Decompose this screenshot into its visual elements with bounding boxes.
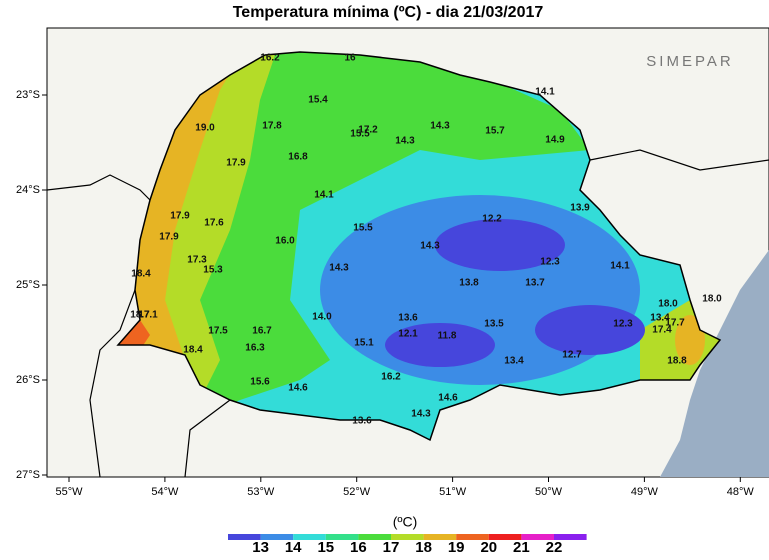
station-value: 15.5 — [350, 129, 370, 140]
station-value: 14.6 — [438, 393, 458, 404]
colorbar-segment — [358, 534, 391, 540]
station-value: 15.6 — [250, 377, 270, 388]
border-lines — [46, 149, 769, 478]
station-value: 12.3 — [540, 257, 560, 268]
colorbar-label: (ºC) — [393, 514, 418, 530]
station-value: 16.8 — [288, 152, 308, 163]
station-value: 14.3 — [411, 409, 431, 420]
colorbar-segment — [260, 534, 294, 540]
station-value: 13.9 — [570, 203, 590, 214]
lat-label: 24°S — [16, 184, 40, 196]
colorbar-tick: 17 — [383, 539, 400, 555]
colorbar-segment — [228, 534, 261, 540]
lat-label: 26°S — [16, 374, 40, 386]
lon-label: 55°W — [55, 486, 83, 498]
lat-label: 23°S — [16, 89, 40, 101]
station-value: 18.0 — [658, 299, 678, 310]
colorbar-tick: 13 — [252, 539, 269, 555]
station-value: 15.3 — [203, 265, 223, 276]
station-value: 12.7 — [562, 350, 582, 361]
lon-label: 49°W — [631, 486, 659, 498]
station-value: 16.2 — [260, 53, 280, 64]
station-value: 12.2 — [482, 214, 502, 225]
colorbar-segment — [488, 534, 522, 540]
lon-label: 54°W — [151, 486, 179, 498]
lon-label: 50°W — [535, 486, 563, 498]
station-value: 17.4 — [652, 325, 672, 336]
station-value: 12.3 — [613, 319, 633, 330]
station-value: 15.5 — [353, 223, 373, 234]
colorbar-segment — [325, 534, 359, 540]
station-value: 17.2 — [358, 125, 378, 136]
station-value: 13.8 — [459, 278, 479, 289]
station-value: 12.1 — [398, 329, 418, 340]
station-value: 15.1 — [354, 338, 374, 349]
lat-label: 25°S — [16, 279, 40, 291]
station-value: 16.2 — [381, 372, 401, 383]
station-value: 18.4 — [183, 345, 203, 356]
colorbar-tick: 14 — [285, 539, 302, 555]
lon-label: 48°W — [727, 486, 755, 498]
colorbar-tick: 21 — [513, 539, 530, 555]
station-value: 14.3 — [395, 136, 415, 147]
colorbar-segment — [391, 534, 424, 540]
station-value: 18.7 — [130, 310, 150, 321]
colorbar-segment — [521, 534, 554, 540]
lon-label: 53°W — [247, 486, 275, 498]
colorbar-segment — [293, 534, 326, 540]
station-value: 14.0 — [312, 312, 332, 323]
station-value: 16.0 — [275, 236, 295, 247]
title: Temperatura mínima (ºC) - dia 21/03/2017 — [233, 4, 544, 21]
colorbar-tick: 15 — [317, 539, 334, 555]
station-value: 13.6 — [352, 416, 372, 427]
station-value: 13.4 — [504, 356, 524, 367]
station-value: 14.1 — [314, 190, 334, 201]
lon-label: 51°W — [439, 486, 467, 498]
logo: SIMEPAR — [646, 53, 733, 70]
station-value: 13.7 — [525, 278, 545, 289]
station-value: 16 — [344, 53, 356, 64]
station-value: 14.3 — [420, 241, 440, 252]
station-value: 14.3 — [329, 263, 349, 274]
colorbar-segment — [423, 534, 457, 540]
station-value: 17.8 — [262, 121, 282, 132]
station-value: 18.0 — [702, 294, 722, 305]
lon-label: 52°W — [343, 486, 371, 498]
colorbar-segment — [456, 534, 489, 540]
station-value: 19.0 — [195, 123, 215, 134]
station-value: 18.8 — [667, 356, 687, 367]
colorbar-tick: 22 — [546, 539, 563, 555]
colorbar-tick: 20 — [480, 539, 497, 555]
station-value: 17.9 — [226, 158, 246, 169]
station-value: 15.4 — [308, 95, 328, 106]
ocean — [660, 250, 769, 477]
station-value: 16.3 — [245, 343, 265, 354]
station-value: 17.3 — [187, 255, 207, 266]
station-value: 17.7 — [665, 318, 685, 329]
colorbar-segment — [554, 534, 587, 540]
station-value: 14.9 — [545, 135, 565, 146]
colorbar-tick: 16 — [350, 539, 367, 555]
station-value: 17.6 — [204, 218, 224, 229]
colorbar-tick: 19 — [448, 539, 465, 555]
colorbar-tick: 18 — [415, 539, 432, 555]
station-value: 18.4 — [131, 269, 151, 280]
station-value: 17.9 — [159, 232, 179, 243]
station-value: 15.7 — [485, 126, 505, 137]
station-value: 13.4 — [650, 313, 670, 324]
station-value: 14.3 — [430, 121, 450, 132]
station-value: 14.1 — [535, 87, 555, 98]
station-value: 17.1 — [138, 310, 158, 321]
station-value: 17.5 — [208, 326, 228, 337]
station-value: 13.5 — [484, 319, 504, 330]
station-value: 16.7 — [252, 326, 272, 337]
station-value: 14.6 — [288, 383, 308, 394]
station-value: 13.6 — [398, 313, 418, 324]
station-value: 14.1 — [610, 261, 630, 272]
station-value: 17.9 — [170, 211, 190, 222]
lat-label: 27°S — [16, 469, 40, 481]
station-value: 11.8 — [438, 331, 457, 342]
